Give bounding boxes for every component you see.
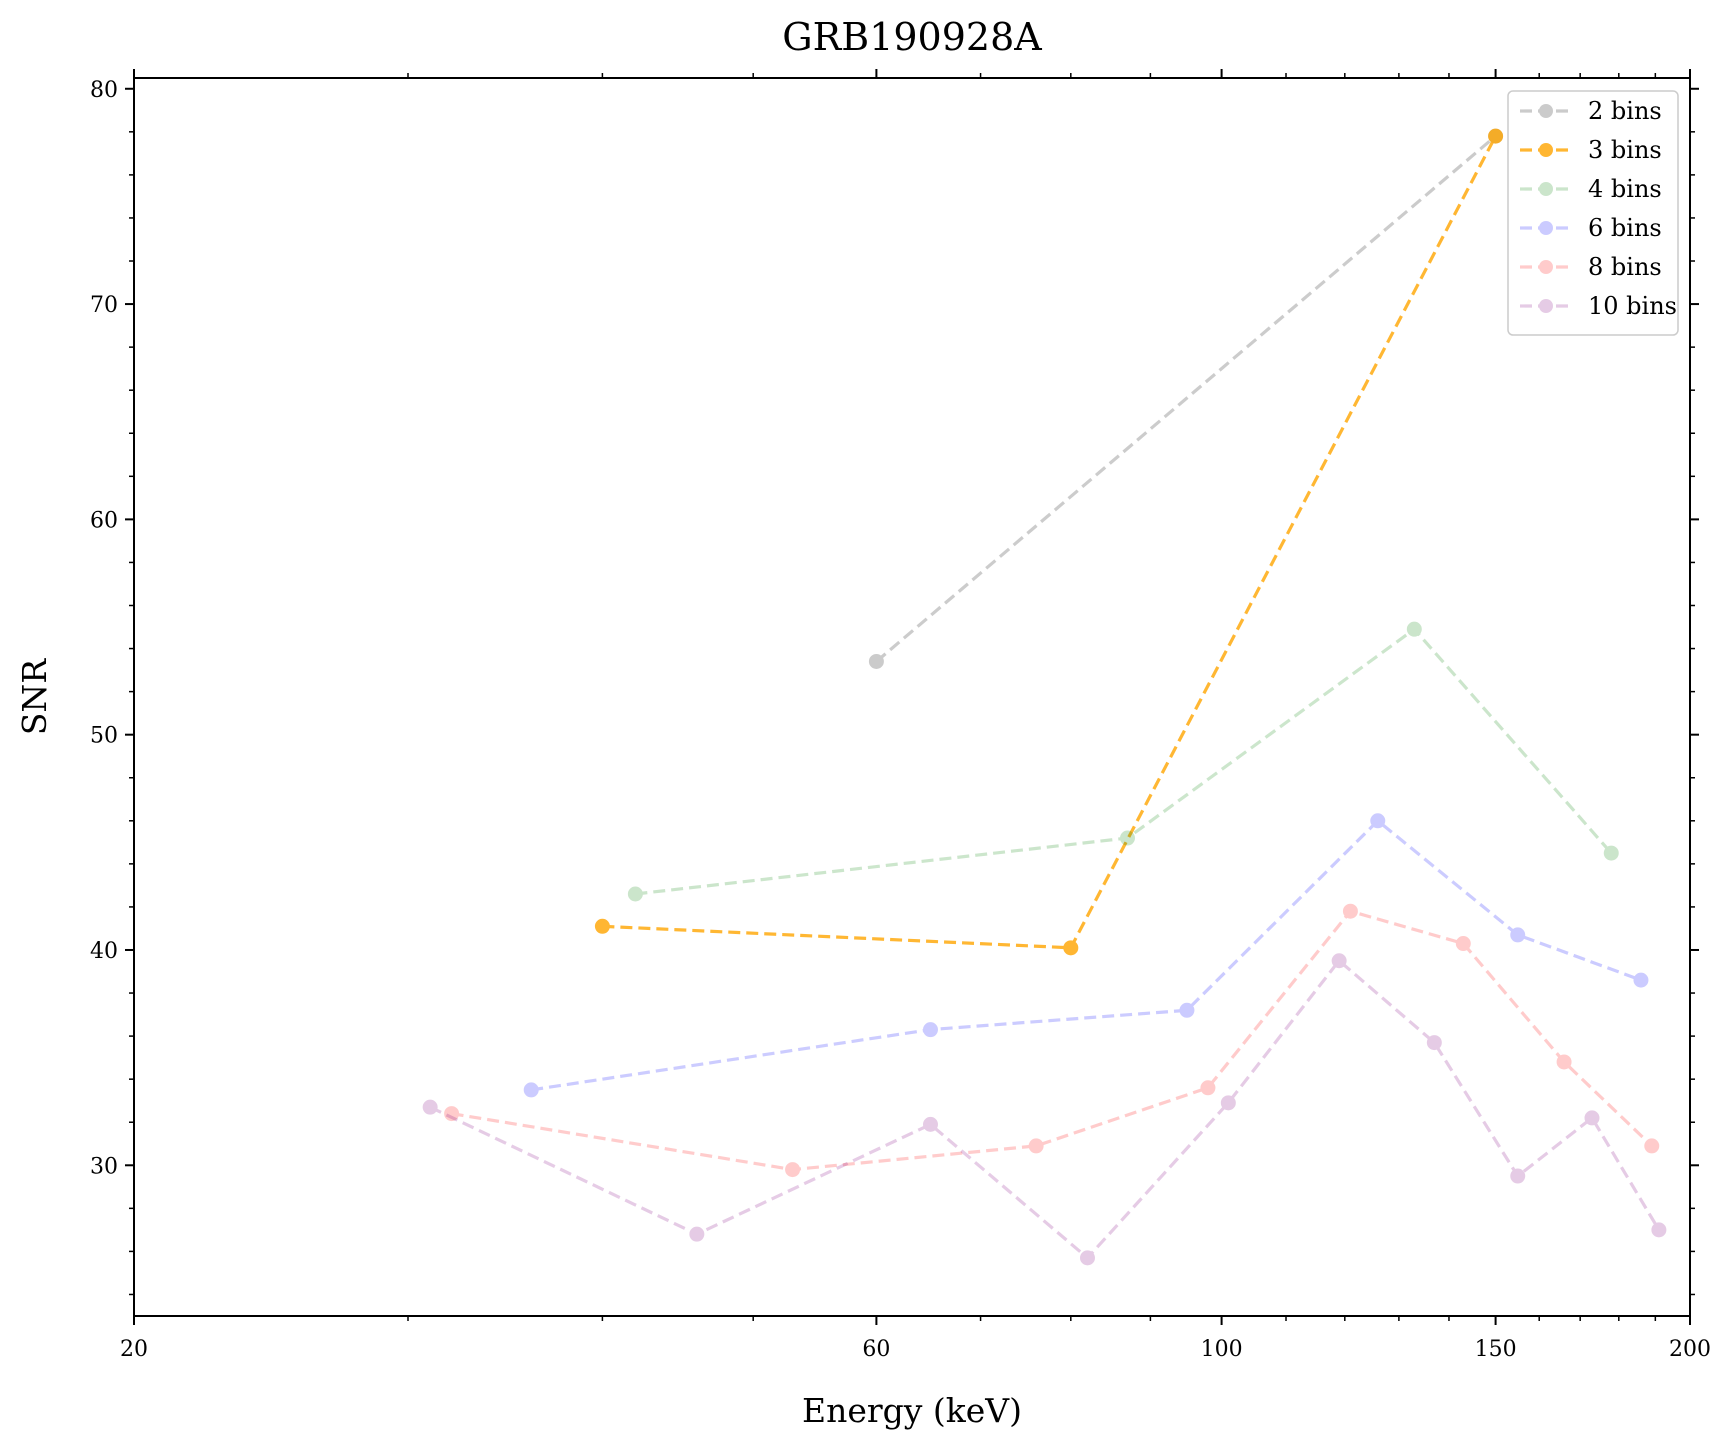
data-point [1584, 1110, 1600, 1126]
data-point [1342, 903, 1358, 919]
series-2 [594, 128, 1504, 956]
data-point [1406, 621, 1422, 637]
series-6 [422, 953, 1667, 1266]
data-point [922, 1022, 938, 1038]
legend-swatch [1520, 221, 1572, 235]
data-point [1119, 830, 1135, 846]
legend: 2 bins 3 bins 4 bins 6 bins 8 bins 10 bins [1507, 90, 1679, 336]
data-point [1426, 1035, 1442, 1051]
legend-swatch [1520, 104, 1572, 118]
series-line [530, 818, 1642, 1092]
y-tick-label: 40 [90, 939, 118, 964]
data-point [1220, 1095, 1236, 1111]
legend-label: 10 bins [1588, 292, 1677, 320]
legend-swatch [1520, 260, 1572, 274]
legend-label: 3 bins [1588, 136, 1662, 164]
data-point [1455, 936, 1471, 952]
data-point [1200, 1080, 1216, 1096]
data-point [785, 1162, 801, 1178]
series-3 [627, 621, 1619, 902]
plot-frame [133, 77, 1691, 1317]
data-point [422, 1099, 438, 1115]
legend-label: 6 bins [1588, 214, 1662, 242]
y-tick-label: 60 [90, 508, 118, 533]
legend-label: 8 bins [1588, 253, 1662, 281]
y-tick-label: 80 [90, 78, 118, 103]
legend-item: 2 bins [1520, 97, 1662, 125]
data-point [1370, 813, 1386, 829]
series-line [429, 958, 1661, 1261]
x-axis-label: Energy (keV) [802, 1391, 1022, 1430]
legend-swatch [1520, 143, 1572, 157]
data-point [1556, 1054, 1572, 1070]
series-line [635, 627, 1613, 896]
x-tick-label: 20 [120, 1337, 148, 1362]
legend-label: 4 bins [1588, 175, 1662, 203]
data-point [1510, 1168, 1526, 1184]
data-point [1079, 1250, 1095, 1266]
legend-marker [1539, 299, 1553, 313]
data-point [689, 1226, 705, 1242]
data-point [1644, 1138, 1660, 1154]
x-tick-label: 60 [862, 1337, 890, 1362]
data-point [1488, 128, 1504, 144]
x-tick-label: 200 [1669, 1337, 1711, 1362]
data-point [594, 918, 610, 934]
data-point [1028, 1138, 1044, 1154]
series-line [451, 909, 1653, 1172]
legend-item: 8 bins [1520, 253, 1662, 281]
legend-label: 2 bins [1588, 97, 1662, 125]
data-point [1063, 940, 1079, 956]
legend-item: 3 bins [1520, 136, 1662, 164]
legend-marker [1539, 182, 1553, 196]
legend-item: 6 bins [1520, 214, 1662, 242]
legend-marker [1539, 260, 1553, 274]
data-point [1651, 1222, 1667, 1238]
data-point [922, 1116, 938, 1132]
chart-title: GRB190928A [782, 15, 1042, 59]
data-point [1331, 953, 1347, 969]
series-4 [523, 813, 1649, 1098]
legend-marker [1539, 143, 1553, 157]
legend-swatch [1520, 182, 1572, 196]
data-point [444, 1106, 460, 1122]
data-point [523, 1082, 539, 1098]
legend-swatch [1520, 299, 1572, 313]
data-point [868, 653, 884, 669]
y-tick-label: 50 [90, 724, 118, 749]
y-tick-label: 70 [90, 293, 118, 318]
data-point [1179, 1002, 1195, 1018]
y-tick-label: 30 [90, 1154, 118, 1179]
data-point [627, 886, 643, 902]
legend-marker [1539, 104, 1553, 118]
x-tick-label: 100 [1201, 1337, 1243, 1362]
data-point [1603, 845, 1619, 861]
y-axis-label: SNR [15, 658, 54, 735]
legend-marker [1539, 221, 1553, 235]
series-line [875, 134, 1497, 663]
x-tick-label: 150 [1475, 1337, 1517, 1362]
series-5 [444, 903, 1660, 1178]
data-point [1510, 927, 1526, 943]
data-point [1633, 972, 1649, 988]
legend-item: 4 bins [1520, 175, 1662, 203]
legend-item: 10 bins [1520, 292, 1677, 320]
